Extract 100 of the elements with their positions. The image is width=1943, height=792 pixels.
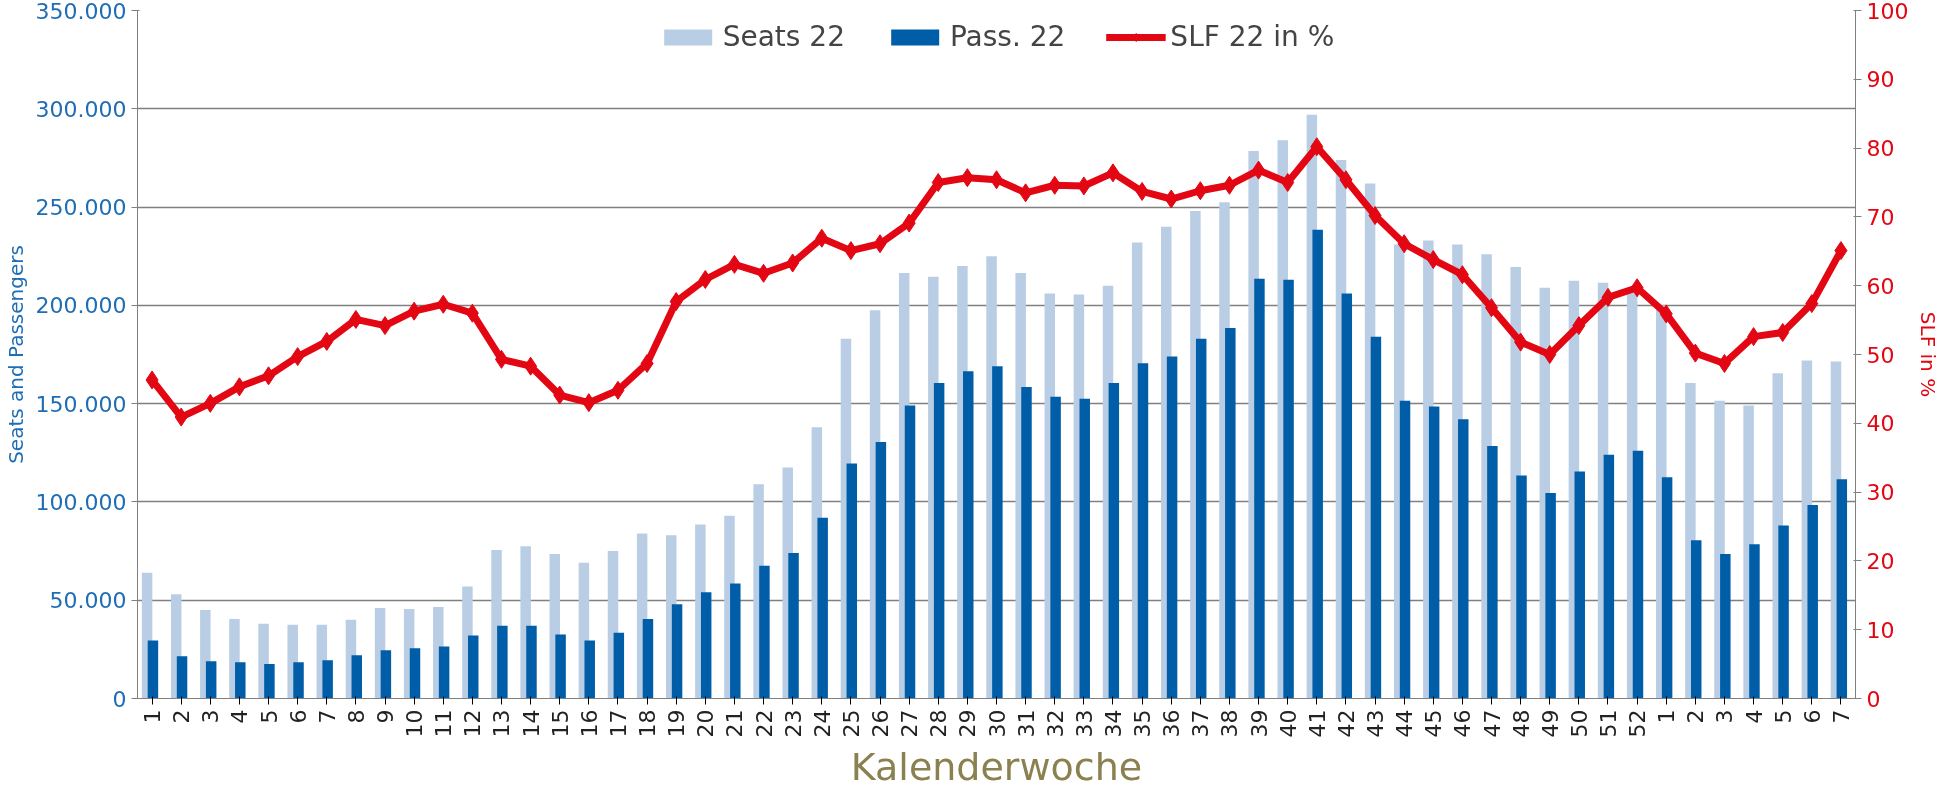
bar bbox=[963, 371, 974, 699]
x-tick-label: 11 bbox=[431, 709, 457, 738]
bar bbox=[1749, 544, 1760, 699]
x-tick-label: 48 bbox=[1508, 709, 1534, 738]
bar bbox=[1195, 338, 1207, 699]
y2-tick-label: 80 bbox=[1866, 136, 1895, 162]
x-tick-label: 50 bbox=[1566, 709, 1592, 738]
bar bbox=[1225, 327, 1236, 699]
bar bbox=[1370, 336, 1382, 699]
x-tick-label: 45 bbox=[1421, 709, 1447, 738]
x-tick-label: 14 bbox=[518, 709, 544, 738]
bar bbox=[1254, 278, 1265, 699]
x-tick-label: 32 bbox=[1042, 709, 1068, 738]
point bbox=[815, 228, 829, 248]
y2-tick-label: 20 bbox=[1866, 548, 1895, 574]
y-axis-title: Seats and Passengers bbox=[3, 245, 28, 464]
y2-tick-label: 0 bbox=[1866, 686, 1881, 712]
x-tick-label: 2 bbox=[1683, 709, 1709, 724]
point bbox=[1659, 304, 1673, 324]
x-tick-label: 42 bbox=[1333, 709, 1359, 738]
x-tick-label: 3 bbox=[1712, 709, 1738, 724]
bar bbox=[1661, 477, 1673, 699]
x-tick-label: 17 bbox=[605, 709, 631, 738]
point bbox=[902, 213, 916, 233]
x-axis-title: Kalenderwoche bbox=[850, 745, 1143, 790]
bar bbox=[1545, 493, 1556, 699]
bar bbox=[205, 661, 217, 699]
y-tick-label: 350.000 bbox=[35, 0, 127, 24]
point bbox=[1368, 206, 1382, 226]
point bbox=[465, 303, 479, 323]
y2-axis-title: SLF in % bbox=[1916, 311, 1941, 398]
x-tick-label: 22 bbox=[751, 709, 777, 738]
bar bbox=[380, 650, 392, 699]
x-tick-label: 1 bbox=[140, 709, 166, 724]
bar bbox=[817, 517, 828, 699]
point bbox=[1805, 294, 1819, 314]
x-tick-label: 20 bbox=[693, 709, 719, 738]
point bbox=[727, 254, 741, 274]
point bbox=[960, 168, 974, 188]
bar bbox=[351, 655, 362, 699]
bar bbox=[1021, 386, 1032, 699]
y2-tick-label: 70 bbox=[1866, 204, 1895, 230]
point bbox=[582, 393, 596, 413]
bar bbox=[497, 625, 508, 699]
x-tick-label: 7 bbox=[1828, 709, 1854, 724]
point bbox=[320, 331, 334, 351]
point bbox=[1310, 137, 1324, 157]
bar bbox=[700, 592, 712, 699]
bar bbox=[293, 662, 304, 699]
point bbox=[1485, 298, 1499, 318]
bar bbox=[526, 625, 537, 699]
bar bbox=[1166, 356, 1178, 699]
bar bbox=[1603, 454, 1615, 699]
bar bbox=[147, 640, 159, 699]
point bbox=[1222, 175, 1236, 195]
x-tick-label: 15 bbox=[547, 709, 573, 738]
bar bbox=[1312, 229, 1323, 699]
x-tick-label: 6 bbox=[285, 709, 311, 724]
bar bbox=[671, 604, 683, 699]
point bbox=[1834, 241, 1848, 261]
x-tick-label: 7 bbox=[314, 709, 340, 724]
x-tick-label: 29 bbox=[955, 709, 981, 738]
bar bbox=[992, 366, 1003, 699]
x-tick-label: 46 bbox=[1450, 709, 1476, 738]
bar bbox=[584, 640, 595, 699]
x-tick-label: 27 bbox=[897, 709, 923, 738]
x-tick-label: 23 bbox=[780, 709, 806, 738]
point bbox=[669, 292, 683, 312]
y2-tick-label: 60 bbox=[1866, 273, 1895, 299]
x-tick-label: 24 bbox=[809, 709, 835, 738]
point bbox=[1543, 345, 1557, 364]
x-tick-label: 2 bbox=[169, 709, 195, 724]
y2-tick-label: 100 bbox=[1866, 0, 1909, 24]
x-tick-label: 37 bbox=[1188, 709, 1214, 738]
legend-label: Seats 22 bbox=[722, 20, 845, 53]
bar bbox=[1458, 419, 1469, 699]
point bbox=[1426, 250, 1440, 270]
point bbox=[174, 407, 188, 427]
bar bbox=[613, 632, 625, 699]
x-tick-label: 10 bbox=[402, 709, 428, 738]
bar bbox=[1137, 363, 1149, 699]
x-tick-label: 26 bbox=[868, 709, 894, 738]
bar bbox=[904, 405, 916, 699]
bar bbox=[759, 565, 770, 699]
point bbox=[407, 301, 421, 321]
x-tick-label: 6 bbox=[1799, 709, 1825, 724]
y-tick-label: 150.000 bbox=[35, 391, 127, 417]
bar bbox=[1428, 406, 1440, 699]
bar bbox=[322, 660, 333, 699]
point bbox=[757, 263, 771, 283]
bar bbox=[1283, 279, 1294, 699]
point bbox=[524, 356, 538, 376]
bar bbox=[846, 463, 858, 699]
bar bbox=[1050, 396, 1061, 699]
point bbox=[349, 309, 363, 329]
x-tick-label: 43 bbox=[1363, 709, 1389, 738]
point bbox=[1397, 234, 1411, 254]
bar bbox=[642, 618, 654, 699]
x-tick-label: 18 bbox=[635, 709, 661, 738]
bar bbox=[264, 664, 275, 699]
